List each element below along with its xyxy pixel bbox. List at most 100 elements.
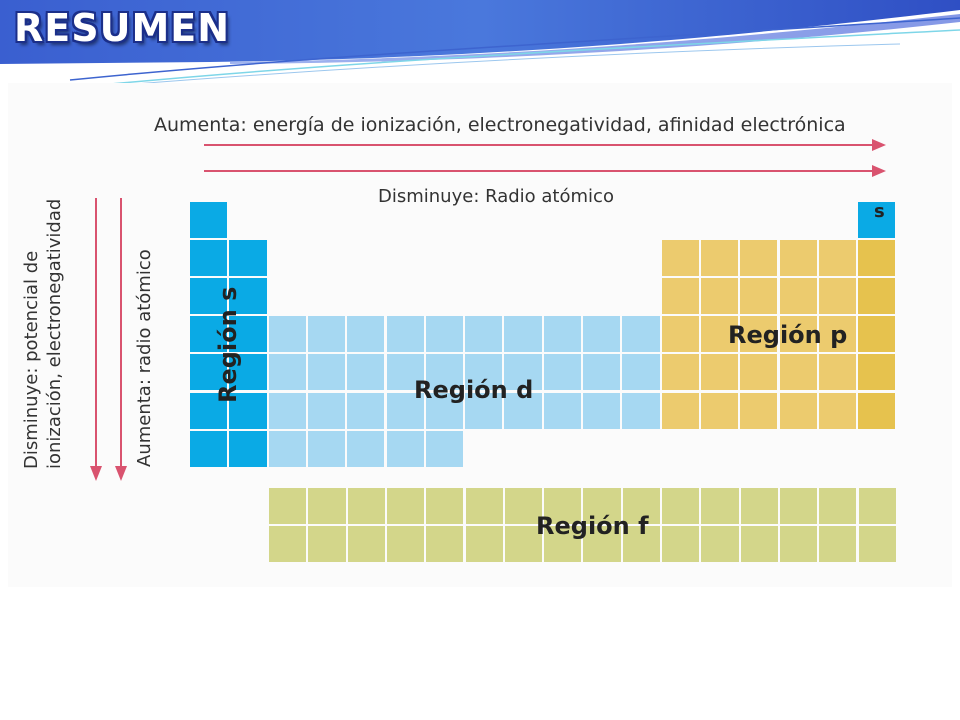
- p-block-cell: [700, 354, 739, 391]
- s-block-cell: [190, 354, 228, 391]
- f-block-cell: [622, 526, 660, 563]
- s-block-cell: [190, 430, 228, 467]
- f-block-cell: [465, 526, 503, 563]
- d-block-cell: [622, 316, 660, 353]
- f-block-cell: [858, 526, 896, 563]
- d-block-cell: [386, 430, 424, 467]
- p-block-cell: [740, 240, 778, 277]
- p-block-cell: [779, 316, 817, 353]
- f-block-cell: [583, 488, 621, 525]
- f-block-cell: [504, 488, 543, 525]
- periodic-table-figure: Aumenta: energía de ionización, electron…: [8, 83, 952, 587]
- d-block-cell: [583, 316, 621, 353]
- p-block-cell: [858, 316, 896, 353]
- d-block-cell: [347, 316, 385, 353]
- p-block-cell: [818, 278, 857, 315]
- d-block-cell: [543, 354, 581, 391]
- d-block-cell: [543, 392, 581, 429]
- f-block-cell: [779, 488, 818, 525]
- p-block-cell: [818, 240, 857, 277]
- s-block-cell: [190, 278, 228, 315]
- p-block-cell: [740, 316, 778, 353]
- s-block-cell: [190, 202, 228, 239]
- top-trend-label-2: Disminuye: Radio atómico: [378, 186, 614, 207]
- f-block-cell: [662, 488, 700, 525]
- s-block-cell: [229, 316, 267, 353]
- d-block-cell: [268, 392, 306, 429]
- f-block-cell: [308, 488, 346, 525]
- top-arrow-increase: [204, 139, 886, 151]
- p-block-cell: [779, 392, 817, 429]
- d-block-cell: [504, 316, 542, 353]
- helium-s-label: s: [874, 201, 885, 222]
- d-block-cell: [268, 316, 306, 353]
- region-s-label: Región s: [214, 286, 242, 403]
- banner-swoosh: [0, 0, 960, 90]
- f-block-cell: [701, 488, 739, 525]
- d-block-cell: [386, 392, 424, 429]
- d-block-cell: [307, 392, 346, 429]
- d-block-cell: [465, 354, 503, 391]
- d-block-cell: [307, 316, 346, 353]
- d-block-cell: [465, 316, 503, 353]
- s-block-cell: [190, 392, 228, 429]
- f-block-cell: [544, 526, 582, 563]
- p-block-cell: [779, 240, 817, 277]
- s-block-cell: [229, 278, 267, 315]
- left-arrow-1: [90, 198, 102, 481]
- d-block-cell: [622, 354, 660, 391]
- d-block-cell: [425, 430, 464, 467]
- p-block-cell: [700, 240, 739, 277]
- p-block-cell: [700, 316, 739, 353]
- p-block-cell: [661, 278, 699, 315]
- region-f-label: Región f: [536, 512, 649, 540]
- f-block-cell: [740, 488, 778, 525]
- d-block-cell: [386, 354, 424, 391]
- d-block-cell: [425, 354, 464, 391]
- s-block-cell: [190, 240, 228, 277]
- p-block-cell: [858, 354, 896, 391]
- left-trend-label-2: Aumenta: radio atómico: [134, 249, 155, 467]
- f-block-cell: [701, 526, 739, 563]
- f-block-cell: [544, 488, 582, 525]
- s-block-cell: [229, 392, 267, 429]
- p-block-cell: [858, 278, 896, 315]
- f-block-cell: [779, 526, 818, 563]
- region-d-label: Región d: [414, 376, 534, 404]
- s-block-cell: [229, 354, 267, 391]
- p-block-cell: [779, 354, 817, 391]
- p-block-cell: [661, 316, 699, 353]
- f-block-cell: [347, 526, 385, 563]
- helium-cell: [858, 202, 896, 239]
- p-block-cell: [740, 392, 778, 429]
- d-block-cell: [583, 392, 621, 429]
- d-block-cell: [347, 392, 385, 429]
- f-block-cell: [819, 488, 857, 525]
- p-block-cell: [740, 278, 778, 315]
- f-block-cell: [426, 488, 464, 525]
- f-block-cell: [426, 526, 464, 563]
- p-block-cell: [661, 392, 699, 429]
- d-block-cell: [425, 392, 464, 429]
- f-block-cell: [269, 526, 307, 563]
- top-arrow-decrease: [204, 165, 886, 177]
- d-block-cell: [307, 430, 346, 467]
- d-block-cell: [465, 392, 503, 429]
- s-block-cell: [190, 316, 228, 353]
- f-block-cell: [386, 488, 425, 525]
- top-trend-label: Aumenta: energía de ionización, electron…: [154, 114, 846, 136]
- d-block-cell: [504, 354, 542, 391]
- s-block-cell: [229, 430, 267, 467]
- page-title: RESUMEN: [14, 6, 231, 50]
- d-block-cell: [622, 392, 660, 429]
- d-block-cell: [268, 430, 306, 467]
- p-block-cell: [740, 354, 778, 391]
- d-block-cell: [347, 430, 385, 467]
- f-block-cell: [347, 488, 385, 525]
- f-block-cell: [662, 526, 700, 563]
- f-block-cell: [269, 488, 307, 525]
- left-trend-label-1-line1: Disminuye: potencial de: [21, 250, 42, 469]
- d-block-cell: [268, 354, 306, 391]
- d-block-cell: [307, 354, 346, 391]
- d-block-cell: [543, 316, 581, 353]
